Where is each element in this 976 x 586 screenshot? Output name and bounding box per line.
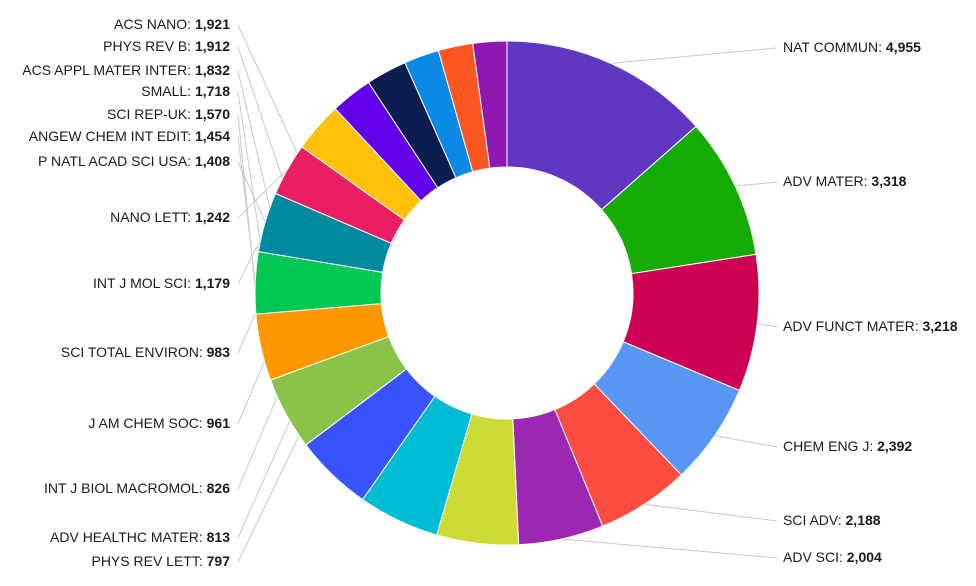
label-chem-eng-j: CHEM ENG J: 2,392	[783, 438, 912, 454]
label-int-j-biol-macromol: INT J BIOL MACROMOL: 826	[44, 480, 230, 496]
slice-labels: NAT COMMUN: 4,955 ADV MATER: 3,318 ADV FUN…	[22, 16, 957, 569]
leader-line-sci-adv	[644, 503, 778, 522]
label-adv-mater: ADV MATER: 3,318	[783, 173, 907, 189]
label-p-natl-acad-sci-usa: P NATL ACAD SCI USA: 1,408	[38, 153, 230, 169]
leader-line-chem-eng-j	[714, 435, 778, 448]
label-sci-total-environ: SCI TOTAL ENVIRON: 983	[61, 344, 230, 360]
label-int-j-mol-sci: INT J MOL SCI: 1,179	[93, 275, 230, 291]
leader-line-nat-commun	[610, 47, 778, 64]
label-nano-lett: NANO LETT: 1,242	[110, 209, 230, 225]
label-phys-rev-lett: PHYS REV LETT: 797	[91, 553, 230, 569]
label-j-am-chem-soc: J AM CHEM SOC: 961	[88, 415, 230, 431]
label-adv-sci: ADV SCI: 2,004	[783, 549, 882, 565]
leader-line-adv-funct-mater	[757, 323, 778, 328]
leader-line-adv-sci	[561, 538, 778, 559]
label-angew-chem-int-edit: ANGEW CHEM INT EDIT: 1,454	[29, 128, 230, 144]
leader-line-nano-lett	[237, 169, 288, 219]
label-sci-rep-uk: SCI REP-UK: 1,570	[107, 106, 230, 122]
label-acs-nano: ACS NANO: 1,921	[114, 16, 230, 32]
slice-phys-rev-lett	[472, 40, 508, 169]
label-adv-funct-mater: ADV FUNCT MATER: 3,218	[783, 318, 958, 334]
leader-line-adv-mater	[735, 181, 778, 187]
label-sci-adv: SCI ADV: 2,188	[783, 512, 881, 528]
label-adv-healthc-mater: ADV HEALTHC MATER: 813	[50, 529, 230, 545]
label-small: SMALL: 1,718	[141, 83, 230, 99]
label-nat-commun: NAT COMMUN: 4,955	[783, 39, 921, 55]
label-acs-appl-mater-inter: ACS APPL MATER INTER: 1,832	[22, 62, 230, 78]
label-phys-rev-b: PHYS REV B: 1,912	[103, 38, 230, 54]
leader-line-p-natl-acad-sci-usa	[237, 161, 266, 223]
donut-slices	[254, 40, 760, 546]
